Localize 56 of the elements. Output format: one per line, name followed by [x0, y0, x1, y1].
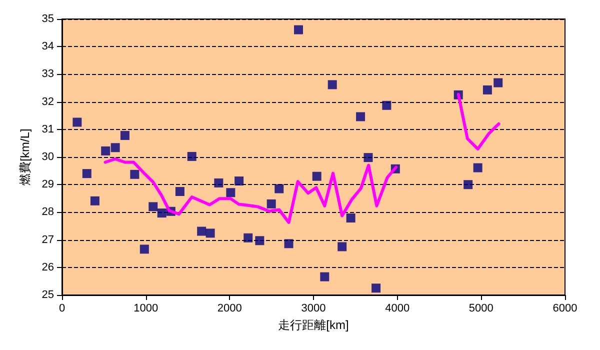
point [197, 226, 206, 236]
y-tick-label: 26 [42, 261, 54, 274]
point [226, 188, 236, 198]
point [320, 272, 330, 282]
x-tick-label: 3000 [301, 302, 326, 314]
point [82, 169, 92, 178]
y-tick-label: 35 [42, 13, 54, 25]
x-tick-label: 1000 [134, 302, 158, 314]
y-tick-label: 34 [42, 40, 54, 53]
point [90, 196, 100, 206]
y-tick-label: 31 [42, 123, 54, 136]
point [494, 78, 503, 88]
y-tick-label: 33 [42, 68, 54, 80]
point [175, 187, 184, 196]
point [364, 153, 373, 162]
point [266, 199, 276, 208]
point [101, 146, 110, 156]
y-tick-label: 25 [42, 289, 54, 301]
x-axis-title: 走行距離[km] [278, 318, 349, 332]
point [464, 180, 473, 190]
point [130, 170, 140, 179]
y-tick-label: 30 [42, 151, 54, 163]
x-tick-label: 6000 [552, 302, 578, 314]
x-tick-label: 2000 [217, 302, 242, 314]
point [157, 208, 166, 218]
point [294, 25, 303, 34]
point [372, 284, 381, 293]
point [482, 85, 492, 94]
point [312, 172, 322, 181]
point [244, 233, 253, 242]
point [214, 178, 224, 188]
y-axis-title: 燃費[km/L] [18, 128, 32, 186]
y-tick-label: 32 [42, 96, 54, 108]
y-tick-label: 27 [42, 234, 54, 246]
point [140, 244, 149, 254]
y-tick-label: 29 [42, 178, 54, 191]
point [346, 213, 356, 222]
x-tick-label: 5000 [468, 302, 494, 314]
point [356, 112, 366, 122]
point [274, 184, 284, 194]
x-tick-label: 0 [58, 302, 66, 314]
point [187, 152, 196, 161]
point [473, 163, 482, 172]
y-tick-label: 28 [42, 206, 54, 218]
point [206, 228, 215, 238]
x-tick-label: 4000 [385, 302, 410, 314]
point [120, 130, 130, 140]
point [234, 176, 244, 186]
point [255, 236, 264, 246]
point [328, 80, 337, 90]
point [382, 100, 392, 110]
point [284, 239, 294, 248]
point [110, 143, 120, 152]
point [148, 202, 158, 212]
point [72, 118, 82, 127]
point [338, 242, 347, 252]
